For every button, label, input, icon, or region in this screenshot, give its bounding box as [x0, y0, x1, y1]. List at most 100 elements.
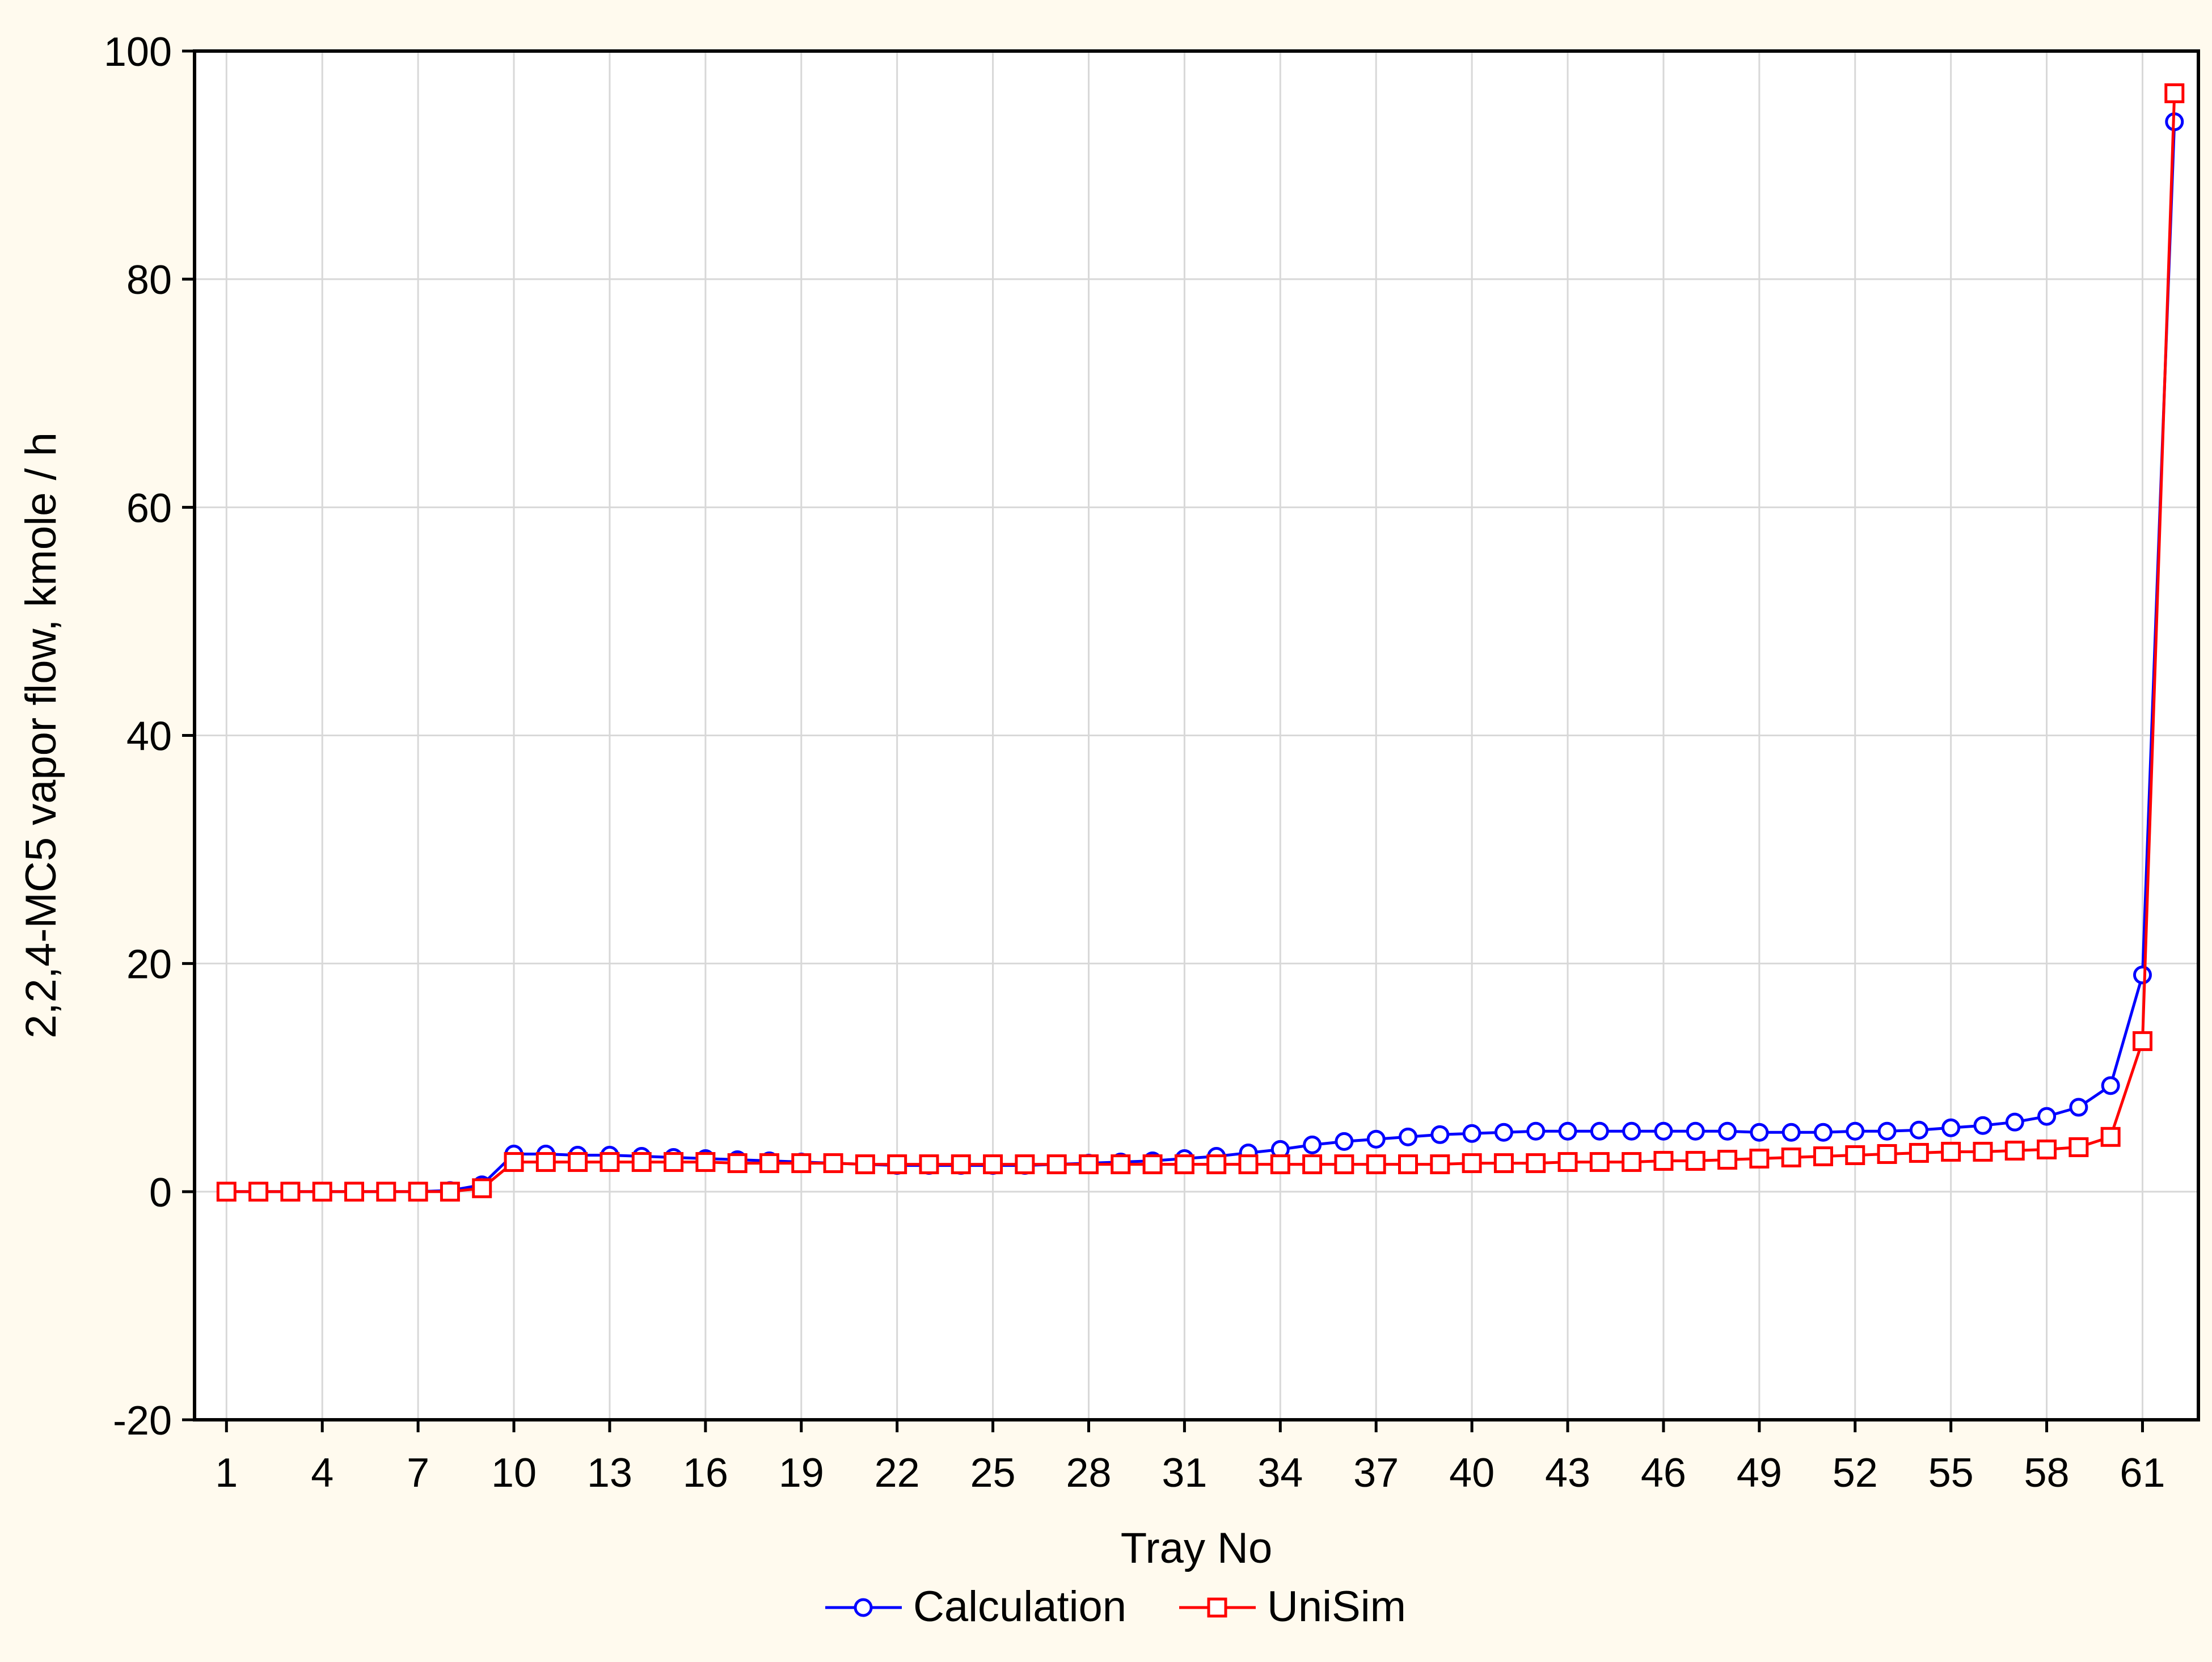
data-point-unisim — [280, 1182, 301, 1202]
x-tick-label: 46 — [1641, 1450, 1686, 1496]
x-tick-label: 22 — [875, 1450, 920, 1496]
x-tick-label: 61 — [2120, 1450, 2165, 1496]
data-point-unisim — [1142, 1154, 1163, 1175]
data-point-unisim — [1430, 1154, 1450, 1175]
y-tick-label: 0 — [149, 1170, 172, 1216]
data-point-unisim — [1334, 1154, 1354, 1175]
data-point-calculation — [2037, 1107, 2057, 1126]
legend-item-calculation: Calculation — [825, 1583, 1126, 1631]
data-point-calculation — [2101, 1076, 2120, 1095]
grid — [195, 50, 2198, 1421]
y-tick-label: 20 — [126, 942, 172, 988]
data-point-unisim — [440, 1182, 460, 1202]
x-tick-label: 37 — [1353, 1450, 1399, 1496]
legend-marker-circle — [854, 1598, 873, 1617]
data-point-unisim — [951, 1154, 971, 1175]
data-point-calculation — [2133, 965, 2152, 985]
y-axis-label: 2,2,4-MC5 vapor flow, kmole / h — [17, 432, 65, 1039]
data-point-calculation — [1366, 1129, 1386, 1149]
y-tick-label: -20 — [113, 1398, 172, 1444]
data-point-calculation — [1303, 1135, 1322, 1154]
data-point-unisim — [472, 1178, 492, 1199]
data-point-calculation — [1462, 1124, 1481, 1143]
data-point-unisim — [2037, 1139, 2057, 1159]
data-point-unisim — [504, 1152, 524, 1172]
x-tick-label: 4 — [311, 1450, 334, 1496]
data-point-unisim — [1877, 1144, 1897, 1164]
data-point-calculation — [1494, 1123, 1513, 1142]
y-tick-label: 100 — [104, 29, 172, 75]
x-axis-label: Tray No — [1121, 1524, 1272, 1572]
data-point-calculation — [1399, 1127, 1418, 1146]
data-point-unisim — [1111, 1154, 1131, 1175]
x-tick-label: 7 — [407, 1450, 429, 1496]
data-point-unisim — [1302, 1154, 1323, 1175]
data-point-unisim — [791, 1153, 812, 1174]
data-point-calculation — [2005, 1112, 2024, 1132]
data-point-calculation — [1973, 1116, 1993, 1135]
data-point-unisim — [1078, 1154, 1099, 1175]
data-point-unisim — [887, 1154, 907, 1175]
data-point-unisim — [1206, 1154, 1227, 1175]
data-point-unisim — [631, 1152, 652, 1172]
data-point-unisim — [1717, 1150, 1738, 1170]
x-tick-label: 13 — [587, 1450, 632, 1496]
series-layer — [216, 83, 2185, 1202]
data-point-unisim — [1462, 1153, 1482, 1174]
data-point-unisim — [727, 1153, 748, 1174]
data-point-calculation — [1430, 1125, 1450, 1144]
data-point-unisim — [2069, 1137, 2089, 1157]
y-tick-label: 60 — [126, 486, 172, 531]
data-point-unisim — [1015, 1154, 1035, 1175]
data-point-unisim — [408, 1182, 428, 1202]
data-point-calculation — [2069, 1098, 2088, 1117]
x-tick-label: 49 — [1737, 1450, 1782, 1496]
data-point-calculation — [1782, 1123, 1801, 1142]
data-point-unisim — [1238, 1154, 1259, 1175]
data-point-calculation — [1909, 1120, 1928, 1140]
legend-marker-square — [1207, 1597, 1227, 1618]
x-tick-label: 40 — [1449, 1450, 1495, 1496]
data-point-calculation — [1686, 1121, 1705, 1141]
legend-label: Calculation — [913, 1583, 1126, 1631]
data-point-unisim — [1174, 1154, 1194, 1175]
data-point-unisim — [1589, 1152, 1610, 1172]
data-point-unisim — [1845, 1145, 1865, 1165]
data-point-calculation — [1750, 1123, 1769, 1142]
x-tick-label: 58 — [2024, 1450, 2070, 1496]
x-tick-label: 28 — [1066, 1450, 1111, 1496]
data-point-calculation — [1590, 1121, 1609, 1141]
x-tick-label: 52 — [1833, 1450, 1878, 1496]
data-point-calculation — [1654, 1121, 1673, 1141]
data-point-unisim — [855, 1154, 875, 1175]
data-point-unisim — [344, 1182, 365, 1202]
y-tick-label: 80 — [126, 258, 172, 303]
data-point-calculation — [1941, 1118, 1961, 1137]
data-point-unisim — [695, 1152, 716, 1172]
data-point-calculation — [1622, 1121, 1641, 1141]
data-point-unisim — [983, 1154, 1003, 1175]
data-point-unisim — [1685, 1151, 1706, 1171]
x-tick-label: 19 — [779, 1450, 824, 1496]
data-point-unisim — [1781, 1148, 1801, 1168]
data-point-unisim — [568, 1152, 588, 1172]
data-point-unisim — [664, 1152, 684, 1172]
x-tick-label: 16 — [683, 1450, 728, 1496]
data-point-unisim — [600, 1152, 620, 1172]
data-point-unisim — [2132, 1031, 2152, 1051]
x-tick-label: 10 — [491, 1450, 537, 1496]
data-point-unisim — [1749, 1149, 1770, 1169]
data-point-unisim — [919, 1154, 939, 1175]
legend-item-unisim: UniSim — [1179, 1583, 1406, 1631]
axes: 1 4 7 10 13 16 19 22 25 28 31 34 37 40 43 46 49 52 55 58 61 -… — [104, 29, 2165, 1496]
data-point-unisim — [2164, 83, 2185, 103]
data-point-unisim — [823, 1153, 843, 1174]
x-tick-label: 43 — [1545, 1450, 1590, 1496]
data-point-calculation — [1558, 1121, 1577, 1141]
x-tick-label: 25 — [970, 1450, 1016, 1496]
data-point-unisim — [216, 1182, 237, 1202]
legend-label: UniSim — [1267, 1583, 1406, 1631]
data-point-unisim — [1653, 1151, 1674, 1171]
